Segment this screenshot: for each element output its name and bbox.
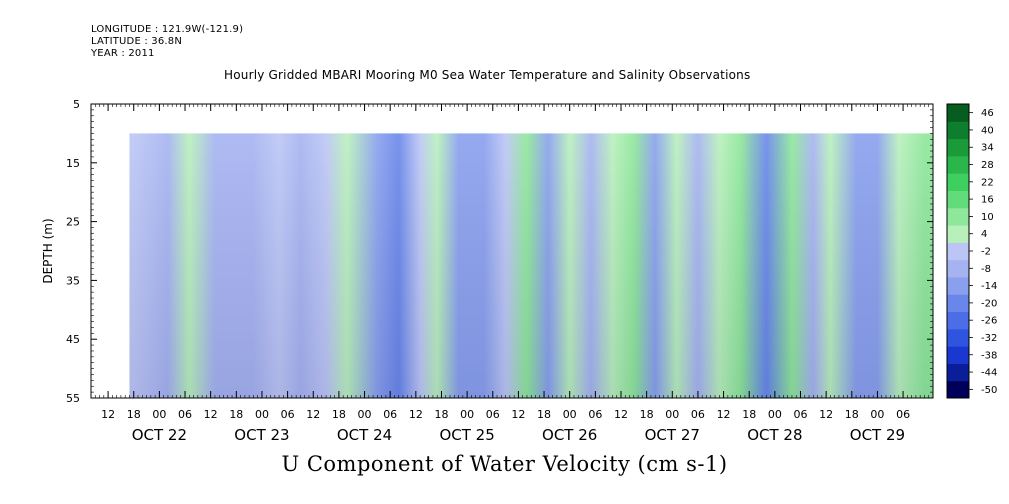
x-hour-tick-label: 00 bbox=[768, 408, 782, 421]
x-date-label: OCT 29 bbox=[850, 426, 905, 444]
colorbar-label: -50 bbox=[981, 385, 997, 396]
x-hour-tick-label: 00 bbox=[665, 408, 679, 421]
colorbar-band bbox=[947, 346, 969, 364]
x-date-label: OCT 28 bbox=[747, 426, 802, 444]
x-hour-tick-label: 00 bbox=[563, 408, 577, 421]
colorbar-label: 40 bbox=[981, 125, 994, 136]
colorbar-band bbox=[947, 328, 969, 347]
y-tick-label: 55 bbox=[66, 392, 80, 405]
x-hour-tick-label: 06 bbox=[588, 408, 602, 421]
colorbar-band bbox=[947, 104, 969, 122]
depth-shading bbox=[129, 133, 933, 398]
chart-title: Hourly Gridded MBARI Mooring M0 Sea Wate… bbox=[224, 68, 751, 82]
x-hour-tick-label: 12 bbox=[819, 408, 833, 421]
colorbar-band bbox=[947, 311, 969, 330]
x-hour-tick-label: 12 bbox=[204, 408, 218, 421]
colorbar-band bbox=[947, 225, 969, 243]
year-label: YEAR : 2011 bbox=[91, 48, 155, 59]
y-axis-label: DEPTH (m) bbox=[41, 218, 55, 283]
x-hour-tick-label: 18 bbox=[742, 408, 756, 421]
colorbar-label: -8 bbox=[981, 264, 991, 275]
colorbar-label: 4 bbox=[981, 229, 987, 240]
x-hour-tick-label: 00 bbox=[460, 408, 474, 421]
colorbar-band bbox=[947, 294, 969, 313]
x-date-label: OCT 23 bbox=[234, 426, 289, 444]
colorbar-label: -14 bbox=[981, 281, 997, 292]
colorbar-band bbox=[947, 138, 969, 157]
x-date-label: OCT 22 bbox=[132, 426, 187, 444]
colorbar-label: 28 bbox=[981, 160, 994, 171]
x-hour-tick-label: 06 bbox=[896, 408, 910, 421]
colorbar-band bbox=[947, 121, 969, 140]
x-axis-label: U Component of Water Velocity (cm s-1) bbox=[281, 452, 728, 476]
y-tick-label: 5 bbox=[73, 98, 80, 111]
x-hour-tick-label: 18 bbox=[229, 408, 243, 421]
colorbar-band bbox=[947, 363, 969, 382]
x-date-label: OCT 27 bbox=[645, 426, 700, 444]
x-date-label: OCT 25 bbox=[439, 426, 494, 444]
colorbar-band bbox=[947, 276, 969, 295]
longitude-label: LONGITUDE : 121.9W(-121.9) bbox=[91, 24, 244, 35]
x-hour-tick-label: 00 bbox=[255, 408, 269, 421]
x-hour-tick-label: 00 bbox=[870, 408, 884, 421]
colorbar-label: -32 bbox=[981, 333, 997, 344]
x-hour-tick-label: 18 bbox=[537, 408, 551, 421]
colorbar-label: 34 bbox=[981, 143, 994, 154]
x-hour-tick-label: 12 bbox=[101, 408, 115, 421]
colorbar-band bbox=[947, 190, 969, 209]
x-hour-tick-label: 12 bbox=[717, 408, 731, 421]
x-hour-tick-label: 12 bbox=[306, 408, 320, 421]
x-hour-tick-label: 12 bbox=[511, 408, 525, 421]
x-hour-tick-label: 18 bbox=[127, 408, 141, 421]
colorbar-label: -20 bbox=[981, 298, 997, 309]
x-hour-tick-label: 00 bbox=[358, 408, 372, 421]
x-hour-tick-label: 06 bbox=[794, 408, 808, 421]
x-date-label: OCT 24 bbox=[337, 426, 392, 444]
colorbar-band bbox=[947, 173, 969, 191]
x-hour-tick-label: 06 bbox=[383, 408, 397, 421]
colorbar-label: -44 bbox=[981, 368, 997, 379]
colorbar-label: 16 bbox=[981, 195, 994, 206]
y-tick-label: 45 bbox=[66, 333, 80, 346]
x-hour-tick-label: 12 bbox=[409, 408, 423, 421]
x-hour-tick-label: 06 bbox=[281, 408, 295, 421]
x-hour-tick-label: 06 bbox=[691, 408, 705, 421]
y-tick-label: 25 bbox=[66, 216, 80, 229]
y-tick-label: 15 bbox=[66, 157, 80, 170]
x-hour-tick-label: 18 bbox=[332, 408, 346, 421]
colorbar-band bbox=[947, 259, 969, 278]
x-hour-tick-label: 18 bbox=[640, 408, 654, 421]
x-hour-tick-label: 06 bbox=[486, 408, 500, 421]
colorbar-band bbox=[947, 207, 969, 226]
colorbar-label: -38 bbox=[981, 350, 997, 361]
colorbar-label: -26 bbox=[981, 316, 997, 327]
mooring-metadata: LONGITUDE : 121.9W(-121.9) LATITUDE : 36… bbox=[91, 24, 243, 60]
x-hour-tick-label: 18 bbox=[845, 408, 859, 421]
colorbar-label: -2 bbox=[981, 247, 991, 258]
x-hour-tick-label: 00 bbox=[152, 408, 166, 421]
colorbar-label: 22 bbox=[981, 177, 994, 188]
x-hour-tick-label: 18 bbox=[434, 408, 448, 421]
colorbar-band bbox=[947, 155, 969, 174]
y-tick-label: 35 bbox=[66, 274, 80, 287]
x-hour-tick-label: 12 bbox=[614, 408, 628, 421]
colorbar-label: 46 bbox=[981, 108, 994, 119]
x-hour-tick-label: 06 bbox=[178, 408, 192, 421]
colorbar-label: 10 bbox=[981, 212, 994, 223]
colorbar-band bbox=[947, 242, 969, 261]
colorbar-band bbox=[947, 380, 969, 399]
latitude-label: LATITUDE : 36.8N bbox=[91, 36, 183, 47]
x-date-label: OCT 26 bbox=[542, 426, 597, 444]
